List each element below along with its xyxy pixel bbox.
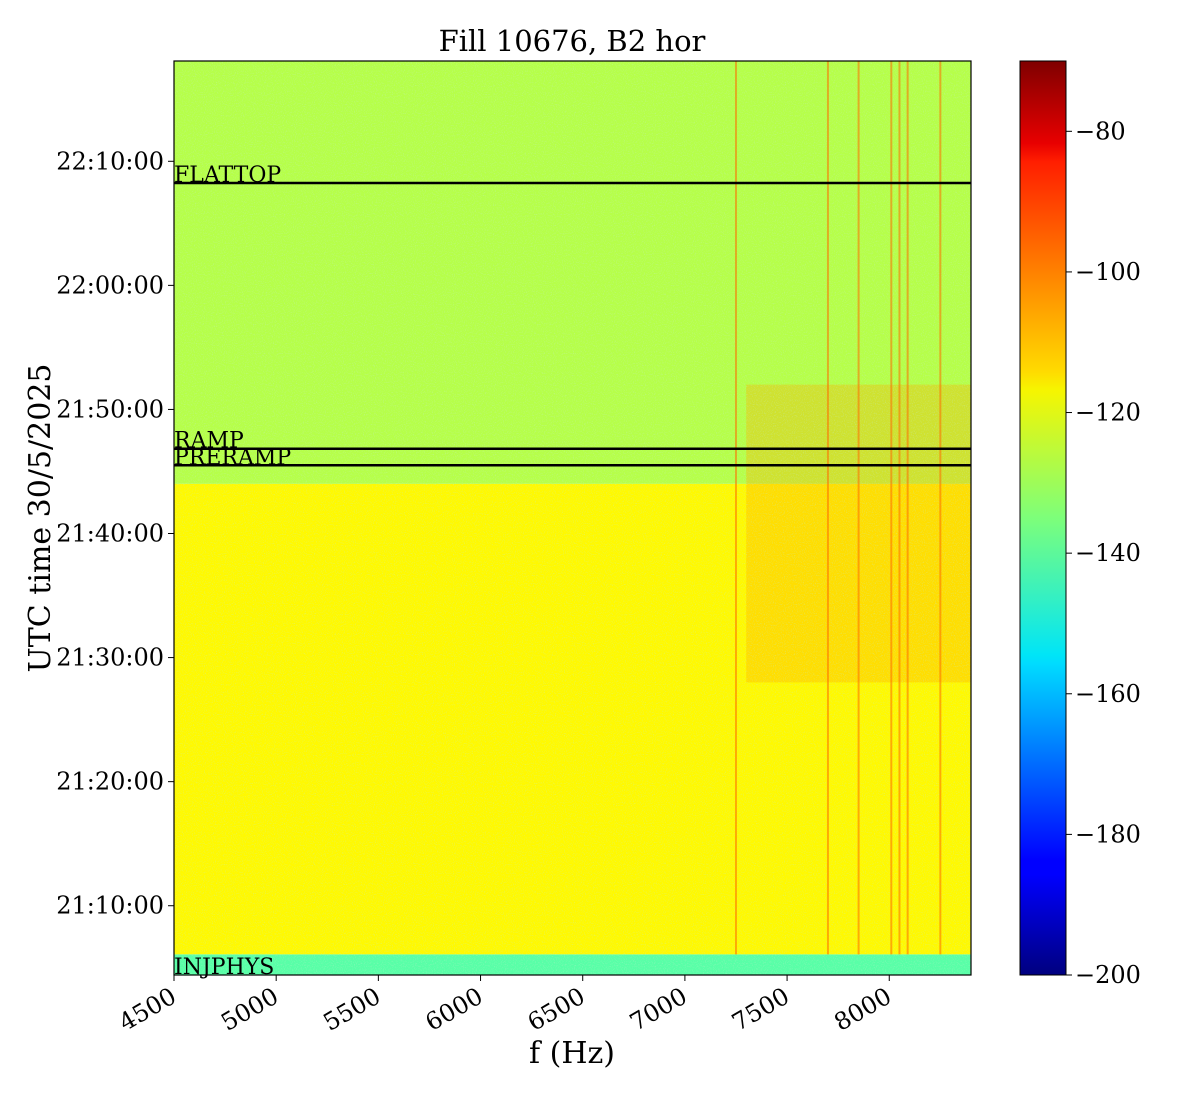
x-tick-label: 7000 [625, 982, 692, 1037]
colorbar-ticks: −200 −180 −160 −140 −120 −100 −80 [1066, 117, 1141, 989]
x-axis-label: f (Hz) [529, 1036, 615, 1071]
y-tick-label: 21:10:00 [56, 892, 164, 920]
colorbar-gradient [1019, 60, 1067, 976]
phase-label: RAMP [174, 429, 244, 454]
colorbar-tick-label: −120 [1075, 399, 1141, 427]
colorbar-tick-label: −80 [1075, 117, 1126, 145]
plot-frame [173, 60, 972, 976]
x-tick-label: 5500 [318, 982, 385, 1037]
x-tick-label: 6000 [421, 982, 488, 1037]
y-tick-label: 21:40:00 [56, 520, 164, 548]
colorbar-tick-label: −140 [1075, 539, 1141, 567]
y-axis-label: UTC time 30/5/2025 [23, 364, 58, 673]
spectral-lines-layer [734, 61, 942, 955]
colorbar-tick-label: −200 [1075, 961, 1141, 989]
x-tick-label: 6500 [523, 982, 590, 1037]
x-tick-label: 7500 [727, 982, 794, 1037]
phase-label: FLATTOP [174, 163, 281, 188]
phase-label: PRERAMP [174, 445, 291, 470]
x-tick-label: 4500 [114, 982, 181, 1037]
y-tick-label: 22:10:00 [56, 147, 164, 175]
y-tick-label: 21:50:00 [56, 395, 164, 423]
phase-label: INJPHYS [174, 955, 274, 980]
y-tick-label: 21:20:00 [56, 768, 164, 796]
y-tick-label: 21:30:00 [56, 644, 164, 672]
heatmap-noise-overlay [174, 61, 971, 975]
x-axis: 4500 5000 5500 6000 6500 7000 7500 8000 [114, 975, 896, 1037]
chart-title: Fill 10676, B2 hor [439, 24, 706, 58]
colorbar-tick-label: −100 [1075, 258, 1141, 286]
y-axis: 21:10:00 21:20:00 21:30:00 21:40:00 21:50:00… [56, 147, 174, 920]
x-tick-label: 5000 [216, 982, 283, 1037]
colorbar-tick-label: −160 [1075, 680, 1141, 708]
x-tick-label: 8000 [829, 982, 896, 1037]
colorbar-tick-label: −180 [1075, 820, 1141, 848]
colorbar: −200 −180 −160 −140 −120 −100 −80 [1019, 60, 1141, 989]
y-tick-label: 22:00:00 [56, 271, 164, 299]
